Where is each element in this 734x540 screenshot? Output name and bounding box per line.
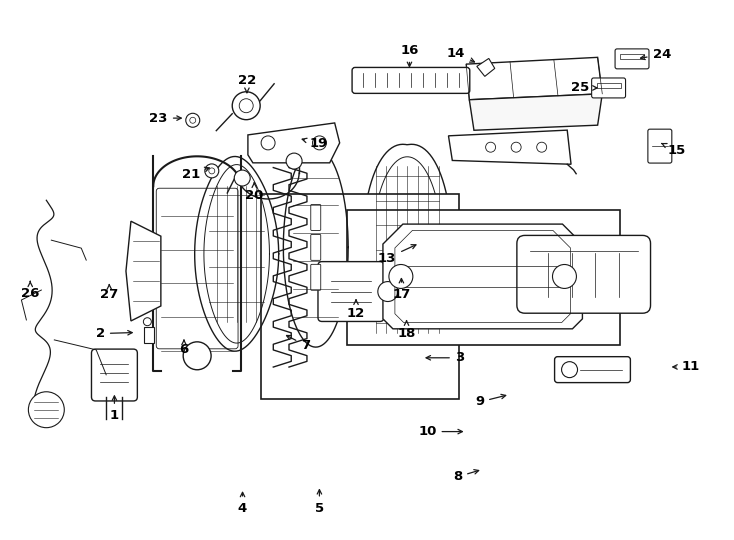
Text: 12: 12 bbox=[347, 300, 365, 320]
Circle shape bbox=[562, 362, 578, 377]
Circle shape bbox=[286, 153, 302, 169]
Text: 19: 19 bbox=[302, 138, 328, 151]
Circle shape bbox=[239, 99, 253, 113]
Bar bbox=[346, 210, 619, 346]
Text: 5: 5 bbox=[315, 490, 324, 515]
Circle shape bbox=[313, 136, 327, 150]
Text: 7: 7 bbox=[286, 335, 310, 352]
Polygon shape bbox=[469, 94, 603, 130]
Circle shape bbox=[143, 318, 151, 326]
FancyBboxPatch shape bbox=[310, 205, 321, 231]
Circle shape bbox=[184, 342, 211, 370]
Bar bbox=[620, 54, 644, 59]
Text: 18: 18 bbox=[397, 321, 415, 340]
FancyBboxPatch shape bbox=[592, 78, 625, 98]
Circle shape bbox=[29, 392, 65, 428]
FancyBboxPatch shape bbox=[555, 357, 631, 383]
Circle shape bbox=[553, 265, 576, 288]
Polygon shape bbox=[248, 123, 340, 163]
Text: 8: 8 bbox=[453, 470, 479, 483]
Text: 27: 27 bbox=[100, 285, 118, 301]
Text: 11: 11 bbox=[673, 361, 700, 374]
Text: 2: 2 bbox=[95, 327, 132, 340]
FancyBboxPatch shape bbox=[310, 265, 321, 291]
Text: 22: 22 bbox=[238, 74, 256, 93]
Circle shape bbox=[537, 142, 547, 152]
Polygon shape bbox=[126, 221, 161, 321]
Text: 3: 3 bbox=[426, 352, 464, 365]
Text: 24: 24 bbox=[641, 48, 671, 61]
Circle shape bbox=[234, 170, 250, 186]
Circle shape bbox=[190, 117, 196, 123]
Text: 15: 15 bbox=[661, 144, 686, 157]
Circle shape bbox=[511, 142, 521, 152]
FancyBboxPatch shape bbox=[310, 234, 321, 260]
Polygon shape bbox=[466, 57, 603, 100]
Text: 17: 17 bbox=[392, 279, 410, 301]
FancyBboxPatch shape bbox=[92, 349, 137, 401]
Circle shape bbox=[232, 92, 260, 120]
Bar bbox=[261, 193, 459, 399]
Circle shape bbox=[378, 281, 398, 301]
Text: 25: 25 bbox=[571, 82, 597, 94]
Text: 16: 16 bbox=[400, 44, 418, 66]
FancyBboxPatch shape bbox=[517, 235, 650, 313]
Polygon shape bbox=[477, 58, 495, 76]
Text: 4: 4 bbox=[238, 492, 247, 515]
Circle shape bbox=[208, 168, 215, 174]
Bar bbox=[597, 83, 620, 88]
Text: 26: 26 bbox=[21, 281, 40, 300]
FancyBboxPatch shape bbox=[318, 261, 384, 321]
Text: 20: 20 bbox=[245, 183, 264, 202]
Circle shape bbox=[389, 265, 413, 288]
Text: 23: 23 bbox=[150, 112, 181, 125]
Text: 6: 6 bbox=[179, 340, 189, 356]
FancyBboxPatch shape bbox=[615, 49, 649, 69]
Circle shape bbox=[186, 113, 200, 127]
Polygon shape bbox=[383, 224, 582, 329]
Polygon shape bbox=[448, 130, 571, 164]
Text: 1: 1 bbox=[110, 396, 119, 422]
FancyBboxPatch shape bbox=[352, 68, 470, 93]
Text: 9: 9 bbox=[475, 394, 506, 408]
Circle shape bbox=[261, 136, 275, 150]
Text: 14: 14 bbox=[447, 47, 474, 62]
Text: 10: 10 bbox=[418, 425, 462, 438]
Text: 13: 13 bbox=[378, 245, 416, 265]
Text: 21: 21 bbox=[182, 167, 209, 180]
Circle shape bbox=[205, 164, 219, 178]
Circle shape bbox=[486, 142, 495, 152]
Bar bbox=[144, 327, 153, 343]
FancyBboxPatch shape bbox=[648, 129, 672, 163]
